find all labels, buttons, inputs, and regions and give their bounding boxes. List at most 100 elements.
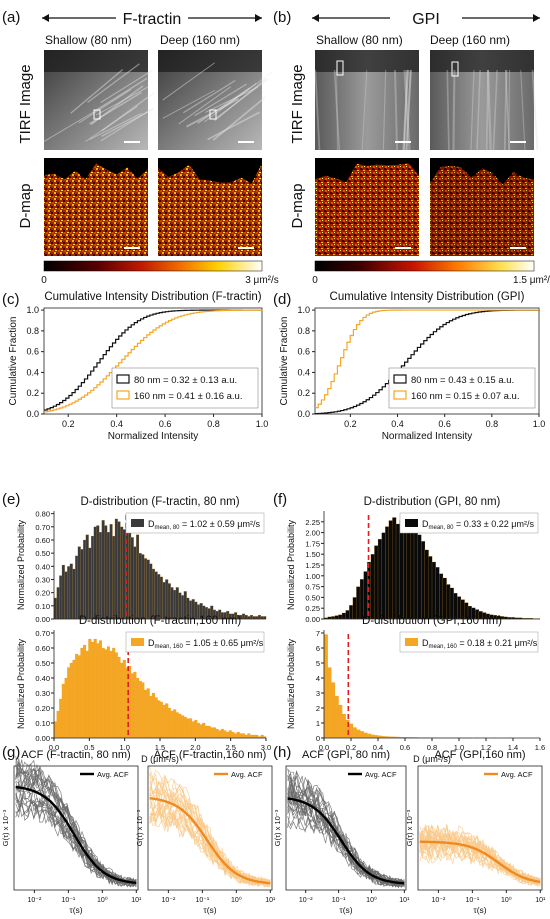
histogram-bar [72,659,76,739]
histogram-bar [109,524,113,620]
histogram-bar [114,518,118,620]
x-tick-label: 0.5 [84,743,94,752]
histogram-bar [149,695,153,739]
histogram-bar [377,538,382,620]
histogram-bar [226,731,230,739]
acf-trace [287,769,405,888]
legend-label: Avg. ACF [501,770,533,779]
histogram-bar [220,728,224,739]
histogram-bar [341,713,346,739]
x-tick-label: 0.8 [207,419,220,429]
chart-acf-f-tractin-80: ACF (F-tractin, 80 nm) 10⁻² 10⁻¹ 10⁰ 10¹ τ(s)… [1,749,142,915]
chart-hist-f-tractin-80: D-distribution (F-tractin, 80 nm) 0.00 0.1… [16,496,267,624]
histogram-bar [191,721,195,739]
x-tick-label: 1.0 [256,419,269,429]
legend-label: Avg. ACF [97,770,129,779]
dmap-cell-region [430,165,534,256]
histogram-bar [93,638,97,739]
y-tick-label: 0.00 [35,615,50,624]
streak [446,69,450,151]
colorbar-min: 0 [41,275,47,286]
histogram-bar [349,723,354,739]
legend: Avg. ACF [80,770,129,779]
streak [403,69,411,151]
histogram-bar [323,634,328,739]
col-label-deep-b: Deep (160 nm) [430,33,510,47]
y-tick-label: 0.6 [26,347,39,357]
x-tick-label: 10¹ [535,897,546,904]
histogram-bar [359,579,364,620]
fiber [162,89,216,119]
histogram-bar [56,587,60,620]
plot-frame [13,765,139,891]
histogram-bar [345,610,350,620]
histogram-bar [212,727,216,739]
y-tick-label: 0.50 [305,593,320,602]
histogram-bar [144,558,148,620]
histogram-bar [88,547,92,620]
legend-label: Dmean, 80 = 0.33 ± 0.22 μm²/s [422,519,534,531]
fiber [212,96,266,141]
chart-title: ACF (GPI, 80 nm) [302,749,390,761]
histogram-bar [85,650,89,739]
histogram-bar [144,689,148,739]
histogram-bar [363,732,368,739]
y-tick-label: 1.75 [305,539,320,548]
chart-title: ACF (F-tractin,160 nm) [154,749,266,761]
histogram-bar [170,710,174,739]
y-tick-label: 1.25 [305,561,320,570]
x-axis-label: τ(s) [339,905,352,915]
chart-acf-gpi-80: ACF (GPI, 80 nm) 10⁻² 10⁻¹ 10⁰ 10¹ τ(s) G(τ) x… [273,749,410,915]
histogram-bar [59,575,63,620]
fiber [182,79,236,114]
histogram-bar [334,615,339,620]
histogram-bar [374,735,379,739]
histogram-bar [98,531,103,620]
fiber [78,89,132,124]
fiber [89,112,142,140]
x-tick-label: 10⁰ [501,896,512,904]
acf-trace [15,799,137,887]
histogram-bar [64,571,68,620]
streak [504,69,511,151]
y-tick-label: 1.0 [297,305,310,315]
y-tick-label: 7 [316,629,320,638]
arrow-right-icon [533,14,540,22]
histogram-bar [250,614,254,620]
y-tick-label: 5 [316,659,320,668]
histogram-bar [141,554,145,620]
legend-box [111,367,259,409]
y-tick-label: 0.25 [305,604,320,613]
histogram-bar [236,731,240,739]
series-line [315,309,539,409]
plot-frame [43,307,263,415]
histogram-bar [181,715,185,739]
histogram-bar [151,568,156,620]
scale-bar [238,141,254,143]
histogram-bar [69,563,73,620]
y-tick-label: 2.00 [305,529,320,538]
histogram-bar [80,549,84,620]
histogram-bar [403,521,408,620]
header-gpi: GPI [312,8,540,28]
acf-trace [287,768,405,888]
histogram-bar [157,574,161,620]
histogram-bar [338,704,343,739]
fiber [178,86,232,125]
chart-title: D-distribution (GPI, 80 nm) [364,496,501,508]
histogram-bar [334,695,339,739]
histogram-bar [75,555,79,620]
plot-frame [417,765,543,891]
histogram-bar [80,647,84,739]
histogram-bar [165,703,169,739]
histogram-bar [250,734,254,739]
legend-box [388,367,536,409]
x-tick-label: 10⁻¹ [465,897,479,904]
x-axis-label: Normalized Intensity [108,431,199,442]
x-axis-label: τ(s) [473,905,486,915]
avg-acf-line [419,840,541,884]
y-axis-label: Normalized Probability [16,519,26,610]
avg-acf-line [287,797,405,885]
histogram-bar [61,564,65,620]
